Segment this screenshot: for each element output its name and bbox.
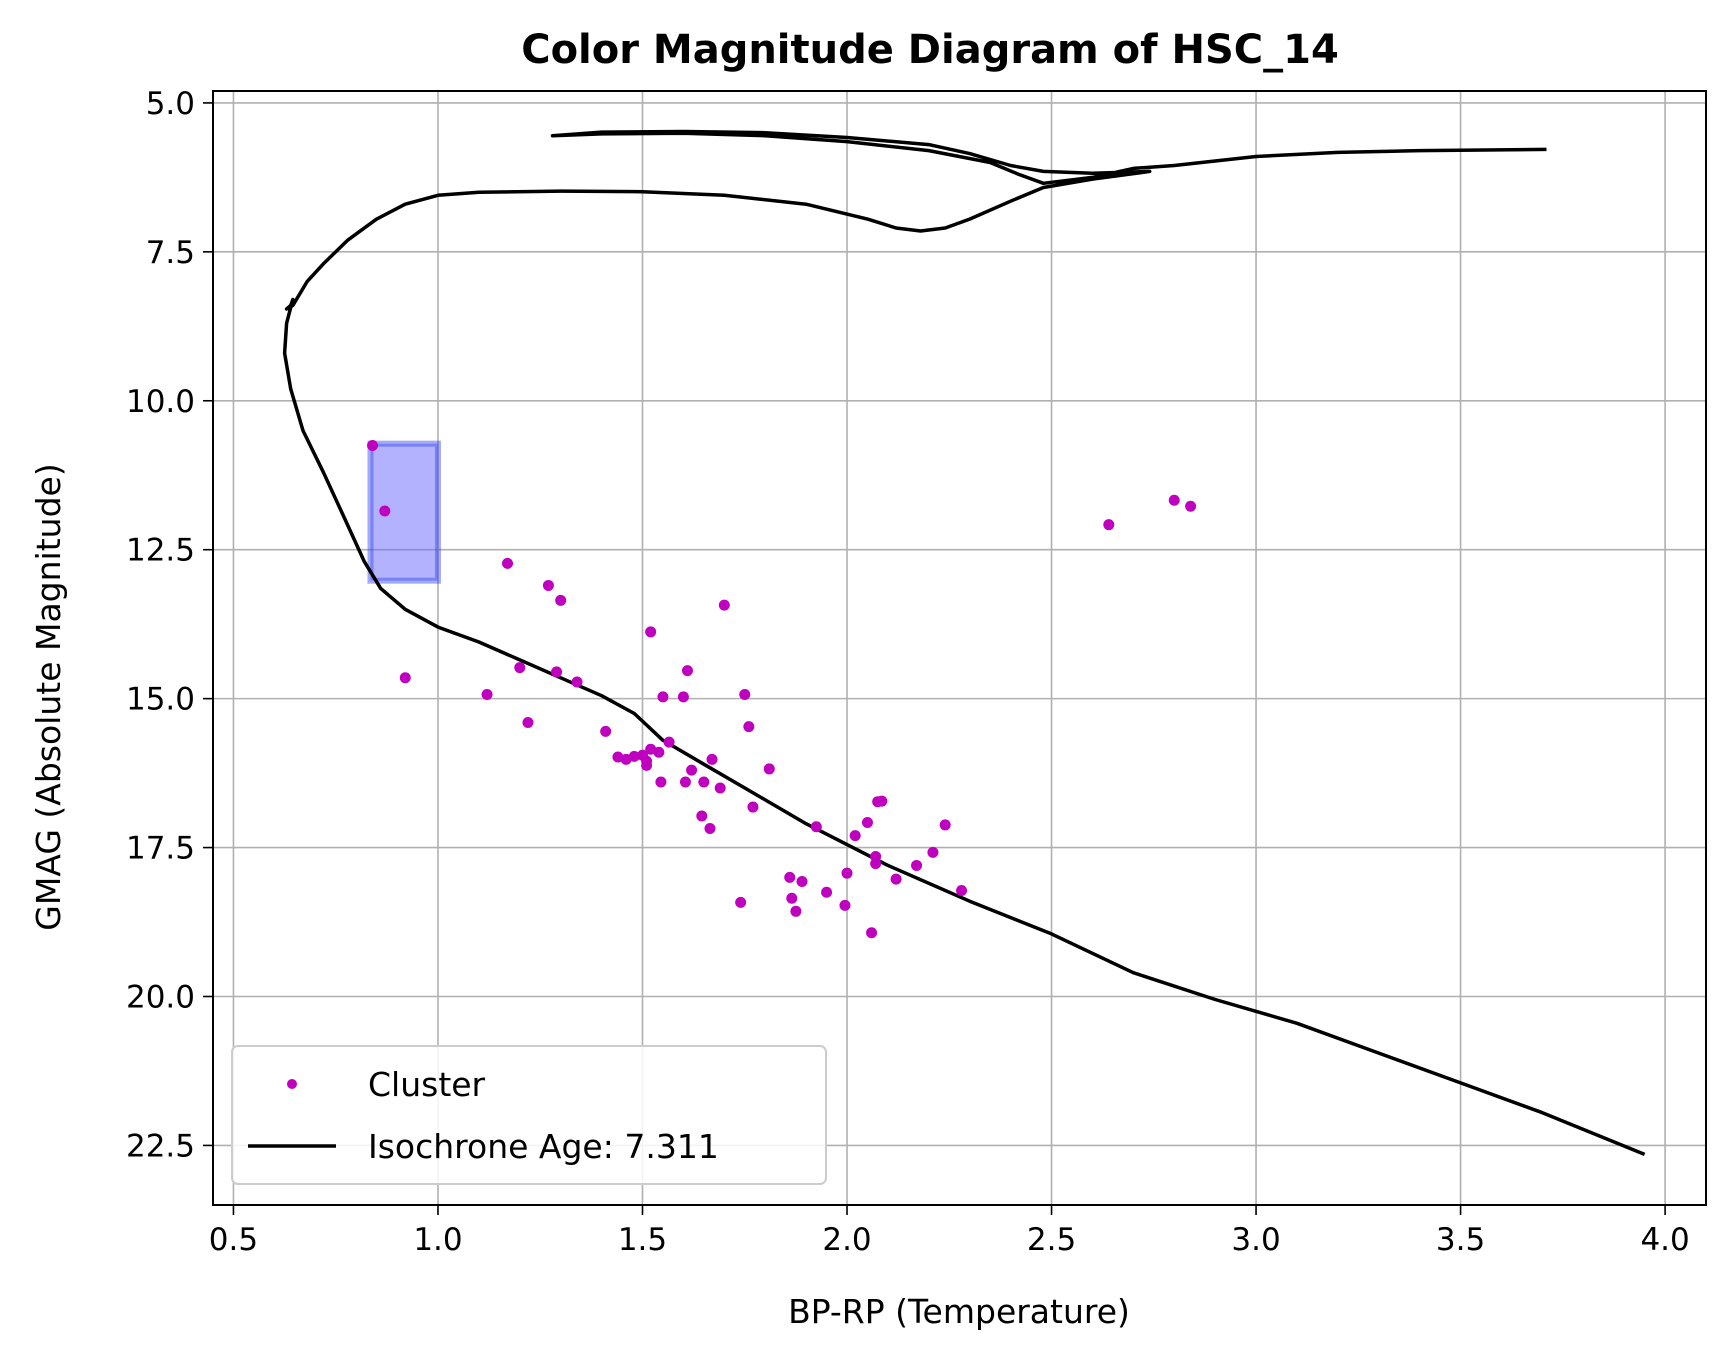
cluster-point (956, 884, 968, 896)
x-tick-label: 0.5 (209, 1222, 258, 1258)
cluster-point (821, 886, 833, 898)
x-tick-label: 3.0 (1231, 1222, 1280, 1258)
x-tick-label: 1.0 (413, 1222, 462, 1258)
cluster-point (735, 896, 747, 908)
y-tick-label: 20.0 (126, 979, 195, 1015)
cluster-point (841, 867, 853, 879)
cluster-point (939, 819, 951, 831)
grid (213, 91, 1706, 1205)
cluster-point (796, 876, 808, 888)
cluster-point (600, 725, 612, 737)
legend-cluster-label: Cluster (368, 1065, 486, 1104)
chart-title: Color Magnitude Diagram of HSC_14 (521, 27, 1339, 73)
isochrone-layer (282, 129, 1646, 1157)
cluster-point (866, 927, 878, 939)
cluster-point (704, 823, 716, 835)
cluster-point (399, 672, 411, 684)
cluster-point (367, 439, 379, 451)
legend: Cluster Isochrone Age: 7.311 (231, 1045, 827, 1185)
cluster-point (542, 579, 554, 591)
cluster-point (641, 759, 653, 771)
cluster-point (502, 557, 514, 569)
cluster-point (551, 666, 563, 678)
cluster-point (790, 905, 802, 917)
cluster-point (876, 795, 888, 807)
cluster-point (655, 776, 667, 788)
y-tick-label: 7.5 (146, 235, 195, 271)
cluster-point (628, 750, 640, 762)
cluster-point (645, 626, 657, 638)
cluster-points (367, 439, 1197, 939)
cluster-point (653, 746, 665, 758)
cluster-point (663, 736, 675, 748)
axis-ticks: 0.5 1.0 1.5 2.0 2.5 3.0 3.5 4.0 5.0 7.5 10.0 12.5 15… (126, 86, 1690, 1258)
cluster-point (706, 753, 718, 765)
x-tick-label: 4.0 (1640, 1222, 1689, 1258)
plot-frame (212, 90, 1707, 1206)
cluster-point (677, 691, 689, 703)
y-tick-label: 17.5 (126, 831, 195, 867)
cluster-point (1103, 519, 1115, 531)
cluster-point (747, 801, 759, 813)
cluster-point (555, 594, 567, 606)
cluster-point (522, 716, 534, 728)
isochrone-line (282, 129, 1646, 1157)
x-tick-label: 2.0 (822, 1222, 871, 1258)
legend-box (231, 1045, 827, 1185)
cluster-point (1168, 494, 1180, 506)
x-tick-label: 3.5 (1436, 1222, 1485, 1258)
cluster-point (686, 764, 698, 776)
cluster-point (786, 892, 798, 904)
cluster-point (696, 810, 708, 822)
legend-cluster-marker (287, 1079, 297, 1089)
cluster-point (870, 858, 882, 870)
y-tick-label: 5.0 (146, 86, 195, 122)
cluster-point (927, 846, 939, 858)
cluster-point (763, 763, 775, 775)
cluster-point (810, 821, 822, 833)
cluster-point (679, 776, 691, 788)
cluster-point (861, 817, 873, 829)
legend-isochrone-label: Isochrone Age: 7.311 (368, 1127, 719, 1166)
cluster-point (911, 859, 923, 871)
cluster-point (681, 665, 693, 677)
cluster-point (718, 599, 730, 611)
x-tick-label: 1.5 (618, 1222, 667, 1258)
cluster-point (514, 662, 526, 674)
cluster-point (698, 776, 710, 788)
cluster-point (849, 830, 861, 842)
y-axis-label: GMAG (Absolute Magnitude) (29, 463, 68, 930)
cluster-point (481, 688, 493, 700)
cluster-point (714, 782, 726, 794)
y-tick-label: 12.5 (126, 533, 195, 569)
y-tick-label: 22.5 (126, 1128, 195, 1164)
cluster-point (1185, 500, 1197, 512)
cluster-point (743, 721, 755, 733)
cluster-point (657, 691, 669, 703)
cluster-point (839, 899, 851, 911)
cluster-point (739, 688, 751, 700)
y-tick-label: 10.0 (126, 384, 195, 420)
cluster-point (571, 676, 583, 688)
y-tick-label: 15.0 (126, 682, 195, 718)
cluster-point (379, 505, 391, 517)
x-tick-label: 2.5 (1027, 1222, 1076, 1258)
cluster-point (784, 871, 796, 883)
cluster-point (890, 873, 902, 885)
x-axis-label: BP-RP (Temperature) (788, 1292, 1130, 1331)
